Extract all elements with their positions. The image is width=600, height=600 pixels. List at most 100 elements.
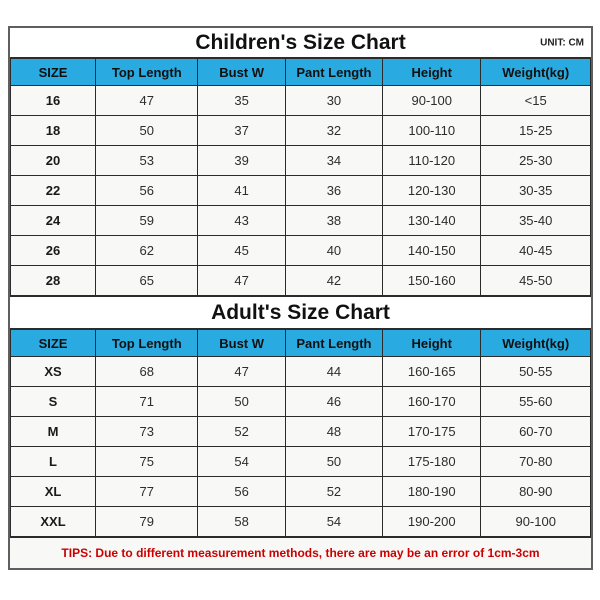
adult-title-bar: Adult's Size Chart — [10, 296, 591, 329]
adult-size-table: SIZE Top Length Bust W Pant Length Height Wei… — [9, 329, 591, 537]
table-cell: 34 — [284, 145, 384, 176]
table-cell: 40 — [284, 235, 384, 266]
table-cell: 35-40 — [480, 205, 591, 236]
table-row: 24 59 43 38 130-140 35-40 — [9, 205, 591, 236]
table-cell: 26 — [9, 235, 97, 266]
adult-header-row: SIZE Top Length Bust W Pant Length Height Wei… — [9, 329, 591, 357]
table-cell: L — [9, 446, 97, 477]
table-cell: 170-175 — [382, 416, 482, 447]
children-title-bar: Children's Size Chart UNIT: CM — [10, 28, 591, 58]
table-row: M 73 52 48 170-175 60-70 — [9, 416, 591, 447]
tips-text: TIPS: Due to different measurement metho… — [61, 546, 540, 560]
table-cell: 40-45 — [480, 235, 591, 266]
table-cell: 52 — [284, 476, 384, 507]
table-cell: 70-80 — [480, 446, 591, 477]
table-row: 22 56 41 36 120-130 30-35 — [9, 175, 591, 206]
table-cell: 52 — [197, 416, 286, 447]
table-cell: 48 — [284, 416, 384, 447]
table-row: 20 53 39 34 110-120 25-30 — [9, 145, 591, 176]
table-cell: 80-90 — [480, 476, 591, 507]
table-cell: 175-180 — [382, 446, 482, 477]
table-cell: 190-200 — [382, 506, 482, 537]
table-cell: 39 — [197, 145, 286, 176]
table-cell: 44 — [284, 356, 384, 387]
table-cell: 47 — [197, 265, 286, 296]
table-cell: 15-25 — [480, 115, 591, 146]
table-cell: 22 — [9, 175, 97, 206]
column-header: SIZE — [9, 58, 97, 86]
table-row: XS 68 47 44 160-165 50-55 — [9, 356, 591, 387]
table-cell: XXL — [9, 506, 97, 537]
table-cell: 45-50 — [480, 265, 591, 296]
table-cell: 56 — [197, 476, 286, 507]
column-header: SIZE — [9, 329, 97, 357]
table-cell: 59 — [95, 205, 199, 236]
table-cell: 18 — [9, 115, 97, 146]
children-header-row: SIZE Top Length Bust W Pant Length Height Wei… — [9, 58, 591, 86]
table-cell: 43 — [197, 205, 286, 236]
table-cell: 120-130 — [382, 175, 482, 206]
table-cell: 42 — [284, 265, 384, 296]
children-table-body: 16 47 35 30 90-100 <15 18 50 37 32 100-110 15-25 20 5… — [9, 85, 591, 296]
column-header: Pant Length — [284, 58, 384, 86]
table-cell: 45 — [197, 235, 286, 266]
table-cell: 160-165 — [382, 356, 482, 387]
table-cell: 30 — [284, 85, 384, 116]
column-header: Top Length — [95, 58, 199, 86]
table-cell: 54 — [197, 446, 286, 477]
table-cell: 41 — [197, 175, 286, 206]
table-cell: 75 — [95, 446, 199, 477]
table-cell: 47 — [95, 85, 199, 116]
table-row: S 71 50 46 160-170 55-60 — [9, 386, 591, 417]
table-cell: 50 — [284, 446, 384, 477]
table-cell: 62 — [95, 235, 199, 266]
children-chart-title: Children's Size Chart — [195, 30, 406, 54]
column-header: Top Length — [95, 329, 199, 357]
table-cell: 68 — [95, 356, 199, 387]
table-cell: 28 — [9, 265, 97, 296]
table-row: 28 65 47 42 150-160 45-50 — [9, 265, 591, 296]
table-row: 26 62 45 40 140-150 40-45 — [9, 235, 591, 266]
table-row: XL 77 56 52 180-190 80-90 — [9, 476, 591, 507]
table-cell: 32 — [284, 115, 384, 146]
table-cell: XS — [9, 356, 97, 387]
table-cell: 36 — [284, 175, 384, 206]
table-row: XXL 79 58 54 190-200 90-100 — [9, 506, 591, 537]
tips-bar: TIPS: Due to different measurement metho… — [10, 537, 591, 568]
table-cell: 35 — [197, 85, 286, 116]
table-cell: 140-150 — [382, 235, 482, 266]
size-chart-frame: Children's Size Chart UNIT: CM SIZE Top L… — [8, 26, 593, 570]
table-cell: 46 — [284, 386, 384, 417]
table-cell: XL — [9, 476, 97, 507]
table-cell: 130-140 — [382, 205, 482, 236]
table-cell: 90-100 — [382, 85, 482, 116]
table-cell: S — [9, 386, 97, 417]
table-cell: 55-60 — [480, 386, 591, 417]
column-header: Height — [382, 58, 482, 86]
table-cell: 37 — [197, 115, 286, 146]
table-cell: 71 — [95, 386, 199, 417]
adult-chart-title: Adult's Size Chart — [211, 300, 390, 324]
table-cell: 110-120 — [382, 145, 482, 176]
column-header: Height — [382, 329, 482, 357]
table-cell: 180-190 — [382, 476, 482, 507]
column-header: Bust W — [197, 329, 286, 357]
table-row: 16 47 35 30 90-100 <15 — [9, 85, 591, 116]
table-row: 18 50 37 32 100-110 15-25 — [9, 115, 591, 146]
table-cell: 54 — [284, 506, 384, 537]
table-cell: 100-110 — [382, 115, 482, 146]
table-cell: M — [9, 416, 97, 447]
unit-label: UNIT: CM — [540, 37, 584, 48]
table-cell: 90-100 — [480, 506, 591, 537]
table-cell: 50-55 — [480, 356, 591, 387]
adult-table-body: XS 68 47 44 160-165 50-55 S 71 50 46 160-170 55-60 M… — [9, 356, 591, 537]
table-cell: 150-160 — [382, 265, 482, 296]
column-header: Weight(kg) — [480, 329, 591, 357]
table-row: L 75 54 50 175-180 70-80 — [9, 446, 591, 477]
table-cell: 24 — [9, 205, 97, 236]
table-cell: 16 — [9, 85, 97, 116]
column-header: Pant Length — [284, 329, 384, 357]
table-cell: 58 — [197, 506, 286, 537]
table-cell: 73 — [95, 416, 199, 447]
